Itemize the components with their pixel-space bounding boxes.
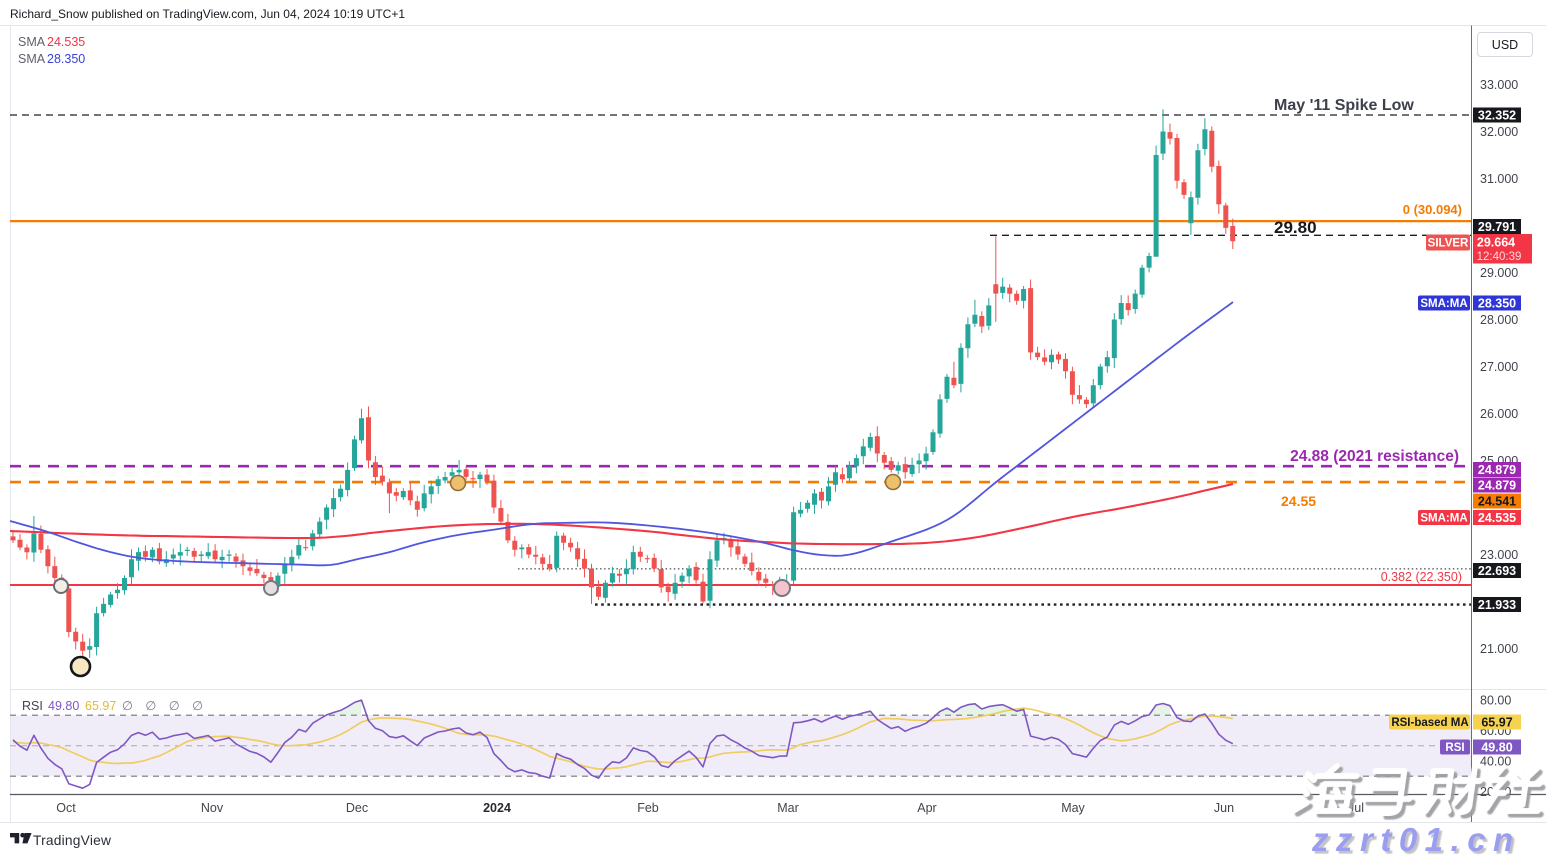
svg-text:SMA:MA: SMA:MA: [1420, 298, 1467, 310]
svg-text:32.000: 32.000: [1480, 125, 1518, 139]
svg-text:29.664: 29.664: [1477, 236, 1515, 250]
svg-text:21.000: 21.000: [1480, 642, 1518, 656]
svg-text:SMA:MA: SMA:MA: [1420, 513, 1467, 525]
svg-text:Dec: Dec: [346, 801, 368, 815]
svg-text:Oct: Oct: [56, 801, 76, 815]
svg-text:28.000: 28.000: [1480, 313, 1518, 327]
svg-text:24.879: 24.879: [1478, 463, 1516, 477]
svg-text:29.791: 29.791: [1478, 220, 1516, 234]
svg-text:zzrt01.cn: zzrt01.cn: [1311, 821, 1521, 857]
svg-text:RSI: RSI: [22, 699, 43, 713]
svg-text:23.000: 23.000: [1480, 548, 1518, 562]
svg-text:Richard_Snow published on Trad: Richard_Snow published on TradingView.co…: [10, 7, 405, 21]
svg-text:Apr: Apr: [917, 801, 936, 815]
svg-text:28.350: 28.350: [47, 52, 85, 66]
svg-text:Jul: Jul: [1348, 801, 1364, 815]
svg-text:SMA: SMA: [18, 52, 46, 66]
svg-text:29.000: 29.000: [1480, 266, 1518, 280]
svg-text:26.000: 26.000: [1480, 407, 1518, 421]
svg-text:∅ ∅ ∅ ∅: ∅ ∅ ∅ ∅: [122, 699, 207, 713]
svg-text:0 (30.094): 0 (30.094): [1403, 202, 1462, 217]
svg-text:24.55: 24.55: [1281, 493, 1316, 509]
svg-text:24.88 (2021 resistance): 24.88 (2021 resistance): [1290, 448, 1459, 465]
svg-text:33.000: 33.000: [1480, 78, 1518, 92]
svg-text:49.80: 49.80: [48, 699, 79, 713]
svg-text:24.541: 24.541: [1478, 494, 1516, 508]
svg-text:32.352: 32.352: [1478, 108, 1516, 122]
svg-text:12:40:39: 12:40:39: [1477, 251, 1522, 263]
svg-text:27.000: 27.000: [1480, 360, 1518, 374]
svg-text:SMA: SMA: [18, 35, 46, 49]
svg-text:Nov: Nov: [201, 801, 224, 815]
svg-text:65.97: 65.97: [1481, 715, 1512, 729]
svg-text:May: May: [1061, 801, 1085, 815]
svg-text:2024: 2024: [483, 801, 511, 815]
svg-text:RSI: RSI: [1445, 742, 1464, 754]
svg-text:80.00: 80.00: [1480, 694, 1511, 708]
svg-text:21.933: 21.933: [1478, 598, 1516, 612]
svg-text:24.535: 24.535: [47, 35, 85, 49]
svg-text:31.000: 31.000: [1480, 172, 1518, 186]
svg-text:65.97: 65.97: [85, 699, 116, 713]
svg-text:RSI-based MA: RSI-based MA: [1391, 717, 1468, 729]
svg-text:May '11 Spike Low: May '11 Spike Low: [1274, 97, 1414, 114]
svg-text:Jun: Jun: [1214, 801, 1234, 815]
svg-text:Feb: Feb: [637, 801, 659, 815]
svg-text:40.00: 40.00: [1480, 755, 1511, 769]
svg-text:24.535: 24.535: [1478, 511, 1516, 525]
svg-text:0.382 (22.350): 0.382 (22.350): [1381, 570, 1462, 584]
svg-text:22.693: 22.693: [1478, 564, 1516, 578]
svg-text:28.350: 28.350: [1478, 296, 1516, 310]
svg-text:49.80: 49.80: [1481, 740, 1512, 754]
svg-text:USD: USD: [1492, 38, 1518, 52]
svg-text:SILVER: SILVER: [1428, 238, 1469, 250]
svg-text:TradingView: TradingView: [33, 833, 111, 848]
svg-text:29.80: 29.80: [1274, 218, 1317, 237]
svg-text:Mar: Mar: [777, 801, 799, 815]
svg-text:24.879: 24.879: [1478, 478, 1516, 492]
